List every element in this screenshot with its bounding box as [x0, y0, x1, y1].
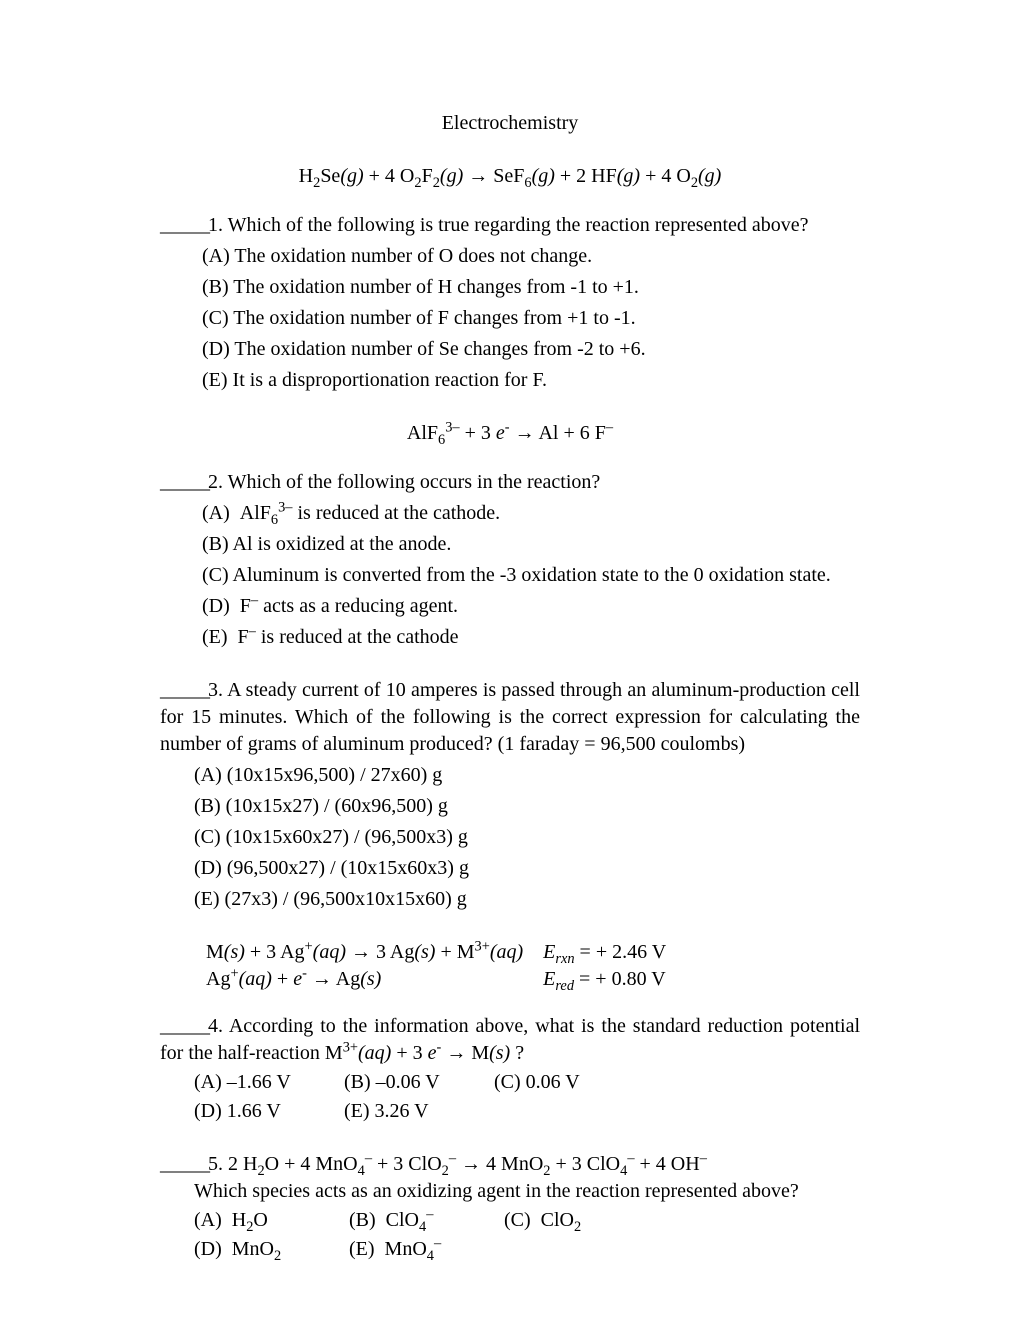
q5-option-c: (C) ClO2 — [504, 1207, 659, 1234]
q2-option-a: (A) AlF63– is reduced at the cathode. — [202, 500, 860, 527]
q1-option-c: (C) The oxidation number of F changes fr… — [202, 305, 860, 332]
q4-option-e: (E) 3.26 V — [344, 1098, 494, 1125]
q4-data-table: M(s) + 3 Ag+(aq) → 3 Ag(s) + M3+(aq) Erx… — [206, 939, 686, 993]
q5-option-b: (B) ClO4– — [349, 1207, 504, 1234]
q4-rowB-left: Ag+(aq) + e- → Ag(s) — [206, 966, 543, 993]
q3-option-a: (A) (10x15x96,500) / 27x60) g — [194, 762, 860, 789]
question-4: _____4. According to the information abo… — [160, 1013, 860, 1125]
question-3: _____3. A steady current of 10 amperes i… — [160, 677, 860, 913]
answer-blank[interactable]: _____ — [160, 212, 208, 239]
q1-option-b: (B) The oxidation number of H changes fr… — [202, 274, 860, 301]
q4-option-c: (C) 0.06 V — [494, 1069, 644, 1096]
q5-option-d: (D) MnO2 — [194, 1236, 349, 1263]
q3-option-d: (D) (96,500x27) / (10x15x60x3) g — [194, 855, 860, 882]
q4-rowA-left: M(s) + 3 Ag+(aq) → 3 Ag(s) + M3+(aq) — [206, 939, 543, 966]
q1-option-e: (E) It is a disproportionation reaction … — [202, 367, 860, 394]
q1-option-a: (A) The oxidation number of O does not c… — [202, 243, 860, 270]
q3-option-c: (C) (10x15x60x27) / (96,500x3) g — [194, 824, 860, 851]
q3-option-e: (E) (27x3) / (96,500x10x15x60) g — [194, 886, 860, 913]
q4-rowA-right: Erxn = + 2.46 V — [543, 939, 686, 966]
q5-option-a: (A) H2O — [194, 1207, 349, 1234]
q3-option-b: (B) (10x15x27) / (60x96,500) g — [194, 793, 860, 820]
q1-stem: 1. Which of the following is true regard… — [208, 214, 809, 236]
equation-2: AlF63– + 3 e- → Al + 6 F– — [160, 420, 860, 447]
q4-option-a: (A) –1.66 V — [194, 1069, 344, 1096]
answer-blank[interactable]: _____ — [160, 469, 208, 496]
page-title: Electrochemistry — [160, 110, 860, 137]
equation-1: H2Se(g) + 4 O2F2(g) → SeF6(g) + 2 HF(g) … — [160, 163, 860, 190]
answer-blank[interactable]: _____ — [160, 1013, 208, 1040]
question-5: _____5. 2 H2O + 4 MnO4– + 3 ClO2– → 4 Mn… — [160, 1151, 860, 1263]
q1-option-d: (D) The oxidation number of Se changes f… — [202, 336, 860, 363]
q5-eq: 5. 2 H2O + 4 MnO4– + 3 ClO2– → 4 MnO2 + … — [208, 1153, 707, 1175]
q5-option-e: (E) MnO4– — [349, 1236, 504, 1263]
q2-option-c: (C) Aluminum is converted from the -3 ox… — [202, 562, 860, 589]
q2-option-d: (D) F– acts as a reducing agent. — [202, 593, 860, 620]
q5-stem: Which species acts as an oxidizing agent… — [194, 1178, 860, 1205]
question-1: _____1. Which of the following is true r… — [160, 212, 860, 394]
question-2: _____2. Which of the following occurs in… — [160, 469, 860, 651]
q2-option-b: (B) Al is oxidized at the anode. — [202, 531, 860, 558]
q2-stem: 2. Which of the following occurs in the … — [208, 471, 600, 493]
q3-stem: 3. A steady current of 10 amperes is pas… — [160, 679, 860, 755]
q4-rowB-right: Ered = + 0.80 V — [543, 966, 686, 993]
q4-option-b: (B) –0.06 V — [344, 1069, 494, 1096]
q4-stem: 4. According to the information above, w… — [160, 1015, 860, 1064]
answer-blank[interactable]: _____ — [160, 1151, 208, 1178]
q2-option-e: (E) F– is reduced at the cathode — [202, 624, 860, 651]
q4-option-d: (D) 1.66 V — [194, 1098, 344, 1125]
answer-blank[interactable]: _____ — [160, 677, 208, 704]
